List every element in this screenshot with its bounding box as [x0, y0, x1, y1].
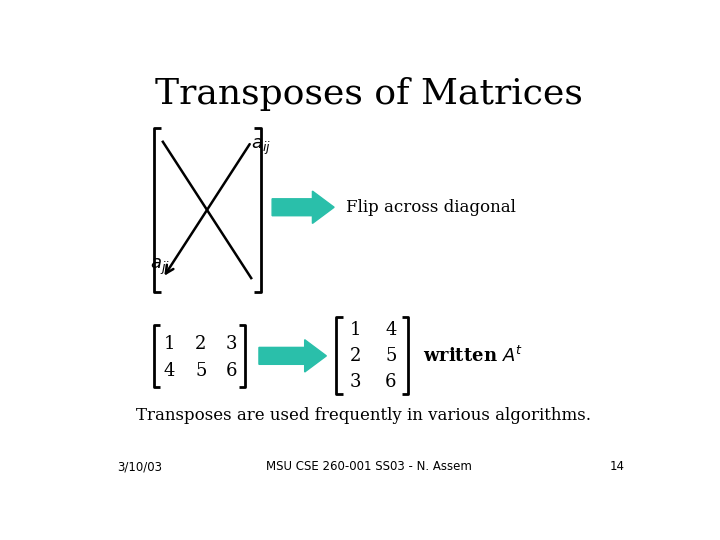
Text: $a_{ij}$: $a_{ij}$ [251, 137, 271, 157]
Text: MSU CSE 260-001 SS03 - N. Assem: MSU CSE 260-001 SS03 - N. Assem [266, 460, 472, 473]
FancyArrow shape [259, 340, 326, 372]
Text: 3: 3 [349, 373, 361, 391]
Text: 3/10/03: 3/10/03 [117, 460, 162, 473]
Text: 6: 6 [225, 362, 237, 380]
Text: 4: 4 [163, 362, 175, 380]
Text: 2: 2 [195, 335, 207, 353]
Text: 6: 6 [385, 373, 397, 391]
Text: Transposes are used frequently in various algorithms.: Transposes are used frequently in variou… [137, 407, 592, 424]
Text: 4: 4 [385, 321, 397, 339]
Text: Transposes of Matrices: Transposes of Matrices [155, 77, 583, 111]
Text: 5: 5 [385, 347, 397, 365]
Text: 3: 3 [225, 335, 237, 353]
Text: written $A^t$: written $A^t$ [423, 346, 523, 366]
Text: $a_{ji}$: $a_{ji}$ [150, 257, 170, 278]
Text: 1: 1 [163, 335, 175, 353]
Text: 2: 2 [349, 347, 361, 365]
Text: 1: 1 [349, 321, 361, 339]
FancyArrow shape [272, 191, 334, 224]
Text: 14: 14 [610, 460, 625, 473]
Text: Flip across diagonal: Flip across diagonal [346, 199, 516, 216]
Text: 5: 5 [195, 362, 207, 380]
